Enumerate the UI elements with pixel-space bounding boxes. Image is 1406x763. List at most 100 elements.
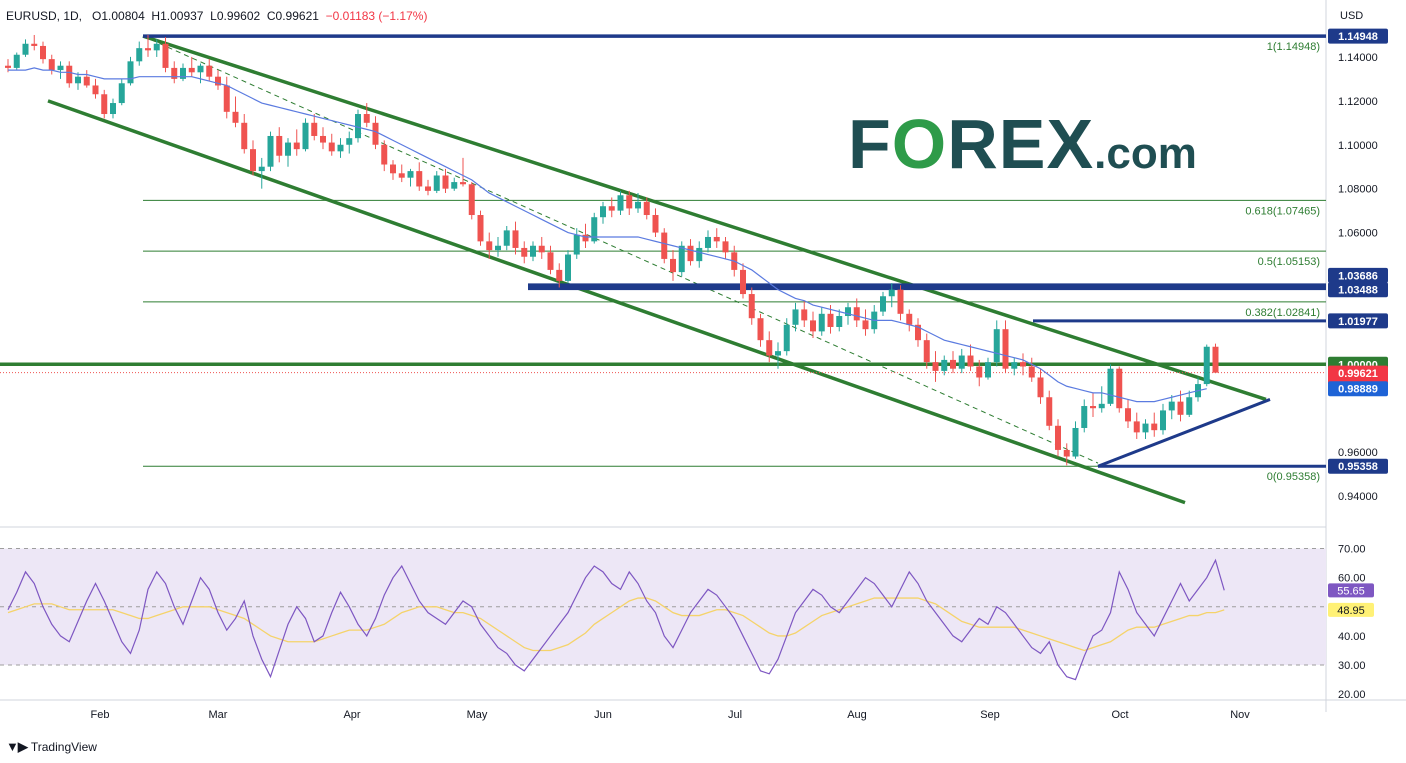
rsi-tick-label: 40.00 xyxy=(1338,631,1366,643)
price-label-value: 0.99621 xyxy=(1338,368,1378,380)
candle-body xyxy=(180,67,186,79)
rsi-value-box xyxy=(1328,583,1374,598)
channel-mid-line xyxy=(142,35,1099,464)
candle-body xyxy=(136,48,143,62)
candle-body xyxy=(250,149,256,172)
rsi-tick-label: 60.00 xyxy=(1338,573,1366,585)
price-tick-label: 1.12000 xyxy=(1338,96,1378,108)
candle-body xyxy=(1107,368,1114,404)
price-label-value: 1.03488 xyxy=(1338,285,1378,297)
candle-body xyxy=(757,318,764,341)
candle-body xyxy=(495,245,501,251)
candle-body xyxy=(241,122,248,150)
time-tick-label: Jul xyxy=(728,709,742,721)
candle-body xyxy=(1090,406,1096,409)
fib-label: 0(0.95358) xyxy=(1267,471,1320,483)
candle-body xyxy=(810,320,816,332)
candle-body xyxy=(477,215,484,242)
level-band xyxy=(528,283,1326,291)
candle-body xyxy=(661,232,668,259)
logo-text-right: REX xyxy=(947,105,1095,183)
candle-body xyxy=(1125,408,1131,422)
candle-body xyxy=(451,182,458,189)
candle-body xyxy=(1133,421,1140,433)
symbol-label[interactable]: EURUSD, 1D, xyxy=(6,9,83,23)
time-tick-label: Aug xyxy=(847,709,867,721)
candle-body xyxy=(407,171,414,178)
candle-body xyxy=(530,245,536,257)
fib-label: 0.382(1.02841) xyxy=(1245,307,1320,319)
candle-body xyxy=(48,59,55,71)
candle-body xyxy=(302,122,309,150)
price-label-value: 1.01977 xyxy=(1338,316,1378,328)
chart-header: EURUSD, 1D, O1.00804 H1.00937 L0.99602 C… xyxy=(6,9,427,23)
rsi-ma-line xyxy=(7,597,1225,652)
candle-body xyxy=(775,351,781,356)
candle-body xyxy=(1037,377,1044,398)
price-tick-label: 1.10000 xyxy=(1338,140,1378,152)
candle-body xyxy=(818,313,825,332)
candle-body xyxy=(40,45,46,60)
candle-body xyxy=(22,43,29,55)
candle-body xyxy=(958,355,965,369)
candle-body xyxy=(162,43,169,68)
candle-body xyxy=(1028,366,1035,378)
candle-body xyxy=(1212,346,1219,373)
time-tick-label: Feb xyxy=(91,709,110,721)
candle-body xyxy=(556,269,563,281)
candle-body xyxy=(5,65,11,68)
candle-body xyxy=(101,94,108,115)
candle-body xyxy=(573,234,580,255)
fib-label: 0.5(1.05153) xyxy=(1258,256,1320,268)
rsi-value-label: 55.65 xyxy=(1337,585,1365,597)
candle-body xyxy=(416,171,423,187)
candle-body xyxy=(538,245,545,253)
candle-body xyxy=(337,144,344,152)
high-value: H1.00937 xyxy=(151,9,204,23)
candle-body xyxy=(862,320,869,330)
price-tick-label: 1.06000 xyxy=(1338,228,1378,240)
candle-body xyxy=(1072,427,1079,457)
price-label-box xyxy=(1328,282,1388,298)
time-tick-label: May xyxy=(467,709,488,721)
ascending-trendline xyxy=(1097,398,1271,468)
candle-body xyxy=(696,247,703,262)
channel-upper-line xyxy=(142,34,1267,402)
candle-body xyxy=(468,184,475,216)
candle-body xyxy=(1055,425,1061,450)
candle-body xyxy=(687,245,694,262)
rsi-line xyxy=(7,558,1225,681)
candle-body xyxy=(853,307,860,321)
fib-label: 0.618(1.07465) xyxy=(1245,205,1320,217)
candle-body xyxy=(1142,423,1149,433)
candle-body xyxy=(932,362,939,371)
candle-body xyxy=(1160,410,1166,431)
candle-body xyxy=(643,201,650,216)
price-label-value: 1.14948 xyxy=(1338,31,1378,43)
candle-body xyxy=(503,230,510,246)
candle-body xyxy=(993,329,1000,363)
candle-body xyxy=(521,247,528,257)
candle-body xyxy=(713,236,720,242)
candle-body xyxy=(267,135,274,167)
candle-body xyxy=(276,135,283,156)
candle-body xyxy=(223,85,230,112)
candle-body xyxy=(1203,346,1210,385)
candle-body xyxy=(626,195,633,209)
candle-body xyxy=(1098,403,1105,409)
candle-body xyxy=(766,340,773,356)
tradingview-brand[interactable]: ▼▶ TradingView xyxy=(6,739,97,755)
candle-body xyxy=(118,83,125,104)
candle-body xyxy=(75,76,81,84)
candle-body xyxy=(565,254,571,281)
candle-body xyxy=(66,65,73,84)
candle-body xyxy=(1020,362,1026,367)
candle-body xyxy=(460,182,466,185)
candle-body xyxy=(836,316,843,327)
rsi-tick-label: 20.00 xyxy=(1338,689,1366,701)
candle-body xyxy=(83,76,90,86)
price-label-box xyxy=(1328,28,1388,44)
candle-body xyxy=(635,201,641,209)
candle-body xyxy=(197,65,204,73)
